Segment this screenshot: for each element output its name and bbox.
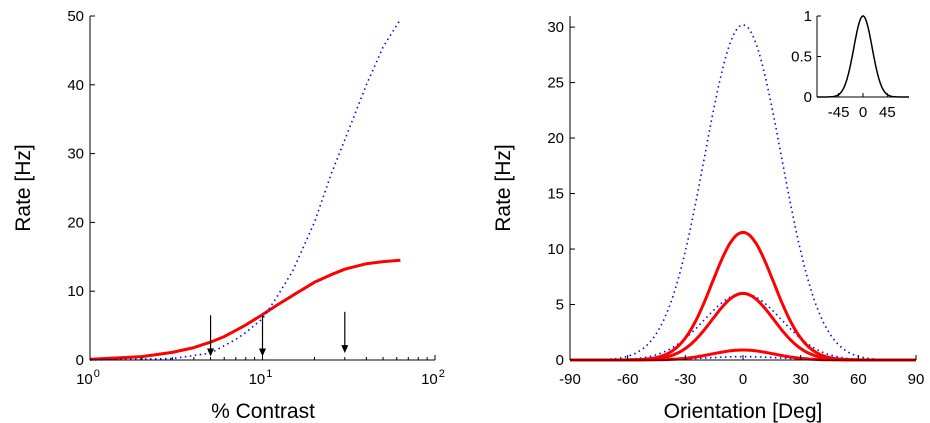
orientation-x-axis-label: Orientation [Deg] (664, 400, 823, 423)
orientation-x-tick-label: -30 (674, 371, 696, 388)
arrow-head (207, 348, 215, 357)
orientation-x-tick-label: 30 (792, 371, 809, 388)
arrow-marker (259, 315, 266, 357)
contrast-y-tick-label: 50 (67, 8, 84, 25)
orientation-y-tick-label: 20 (547, 130, 564, 147)
orientation-x-tick-label: 60 (850, 371, 867, 388)
orientation-y-tick-label: 10 (547, 241, 564, 258)
contrast-x-tick-label: 100 (76, 368, 100, 388)
orientation-series-solid (570, 230, 916, 362)
orientation-x-tick-label: 90 (908, 371, 925, 388)
contrast-y-axis-label: Rate [Hz] (12, 144, 35, 232)
contrast-x-tick-label: 101 (249, 368, 273, 388)
contrast-y-tick-label: 30 (67, 146, 84, 163)
contrast-curves (89, 18, 402, 361)
orientation-tuning-panel: 0 5 10 15 20 25 30 -90 -60 -30 0 30 60 90 Orientation… (492, 16, 924, 423)
orientation-y-tick-label: 30 (547, 19, 564, 36)
orientation-y-axis-label: Rate [Hz] (492, 144, 515, 232)
orientation-axes: 0 5 10 15 20 25 30 -90 -60 -30 0 30 60 90 (547, 16, 924, 388)
inset-curve (817, 15, 909, 98)
tuning-inset: 0 0.5 1 -45 0 45 (791, 8, 909, 121)
orientation-y-tick-label: 5 (556, 297, 564, 314)
orientation-x-tick-label: 0 (739, 371, 747, 388)
inset-x-tick-label: 45 (879, 104, 896, 121)
contrast-y-tick-label: 20 (67, 214, 84, 231)
inset-axes: 0 0.5 1 -45 0 45 (791, 8, 909, 121)
contrast-x-tick-exponent: 0 (94, 368, 100, 380)
inset-y-tick-label: 1 (804, 8, 812, 25)
inset-y-tick-label: 0 (804, 89, 812, 106)
contrast-arrows (207, 311, 349, 357)
arrow-head (259, 348, 266, 357)
orientation-x-tick-label: -60 (617, 371, 639, 388)
contrast-x-tick-label: 102 (421, 368, 445, 388)
orientation-y-tick-label: 15 (547, 186, 564, 203)
inset-x-tick-label: 0 (859, 104, 867, 121)
contrast-y-tick-label: 0 (76, 352, 84, 369)
contrast-x-axis-label: % Contrast (211, 400, 315, 423)
orientation-y-tick-label: 0 (556, 352, 564, 369)
inset-background (817, 16, 909, 97)
inset-x-tick-label: -45 (828, 104, 850, 121)
orientation-x-tick-label: -90 (559, 371, 581, 388)
contrast-x-tick-exponent: 2 (439, 368, 445, 380)
contrast-series-dotted (89, 18, 402, 361)
contrast-series-solid (89, 258, 401, 361)
arrow-marker (207, 315, 215, 357)
arrow-marker (341, 311, 349, 354)
contrast-y-tick-label: 10 (67, 283, 84, 300)
inset-y-tick-label: 0.5 (791, 49, 812, 66)
arrow-head (341, 345, 349, 354)
orientation-y-tick-label: 25 (547, 75, 564, 92)
contrast-x-tick-exponent: 1 (266, 368, 272, 380)
contrast-y-tick-label: 40 (67, 77, 84, 94)
